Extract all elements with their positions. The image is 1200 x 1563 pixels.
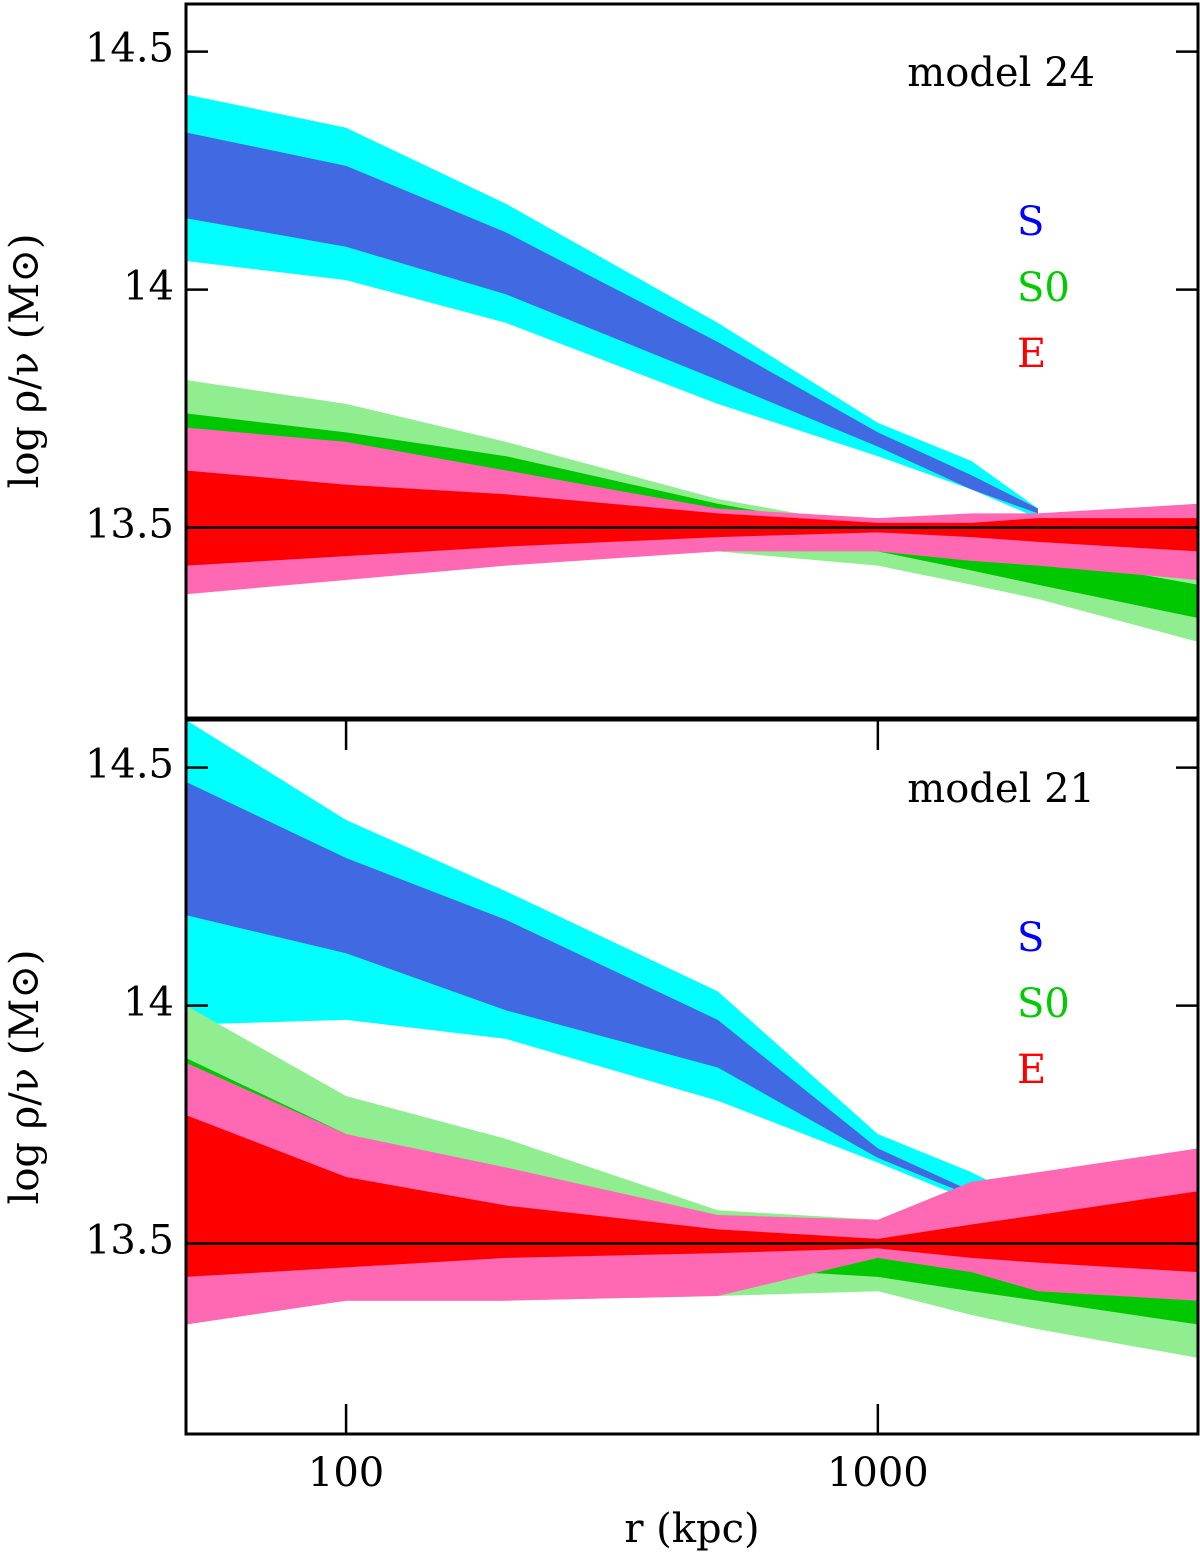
legend-label: S0 — [1017, 265, 1070, 311]
y-tick-label: 13.5 — [85, 502, 174, 548]
band — [186, 132, 1038, 514]
y-axis-label: log ρ/ν (M⊙) — [2, 950, 48, 1205]
y-tick-label: 13.5 — [85, 1218, 174, 1264]
legend-label: S — [1017, 199, 1044, 245]
x-axis-label: r (kpc) — [624, 1506, 759, 1552]
x-tick-label: 1000 — [827, 1450, 929, 1496]
legend-label: E — [1017, 331, 1046, 377]
y-tick-label: 14 — [123, 980, 174, 1026]
plot-frame — [184, 718, 1200, 1436]
annotation: model 21 — [907, 766, 1095, 812]
annotation: model 24 — [907, 50, 1095, 96]
y-tick-label: 14.5 — [85, 26, 174, 72]
band — [186, 470, 1198, 566]
band — [186, 1115, 1198, 1277]
x-tick-label: 100 — [308, 1450, 384, 1496]
band — [186, 427, 1198, 595]
legend-label: E — [1017, 1047, 1046, 1093]
plot-frame — [184, 2, 1200, 720]
y-axis-label: log ρ/ν (M⊙) — [2, 234, 48, 489]
band — [186, 781, 1038, 1220]
y-tick-label: 14.5 — [85, 742, 174, 788]
legend-label: S0 — [1017, 981, 1070, 1027]
y-tick-label: 14 — [123, 264, 174, 310]
legend-label: S — [1017, 915, 1044, 961]
